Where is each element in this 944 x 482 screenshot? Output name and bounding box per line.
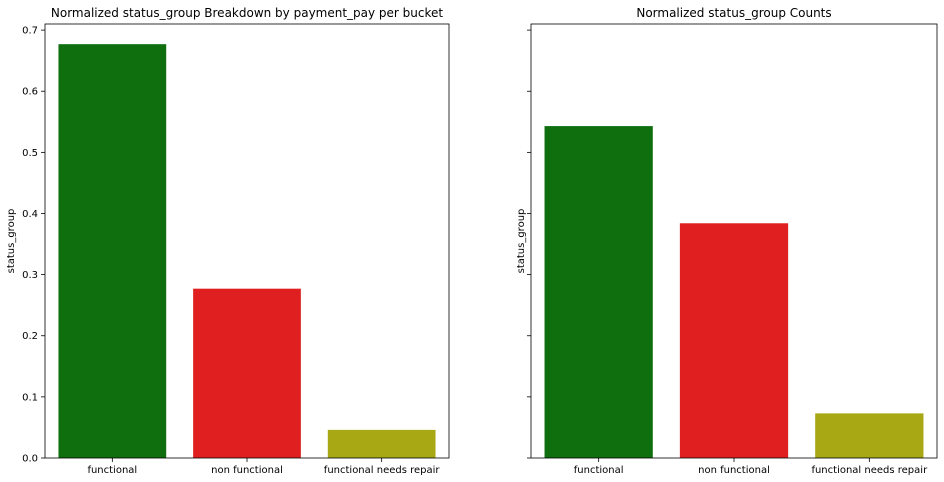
- right-chart-bars: [544, 126, 924, 458]
- left-chart-ytick-label-4: 0.4: [22, 209, 38, 220]
- right-chart-bar-2: [815, 413, 924, 458]
- left-chart-xtick-label-1: non functional: [211, 465, 283, 476]
- right-chart-xticks: functional non functional functional needs…: [574, 458, 928, 476]
- left-chart-ytick-label-2: 0.2: [22, 331, 38, 342]
- left-chart-xtick-label-2: functional needs repair: [324, 465, 441, 476]
- left-chart-bars: [58, 44, 436, 459]
- left-chart-ylabel: status_group: [6, 209, 17, 274]
- left-chart-ytick-label-5: 0.5: [22, 148, 38, 159]
- right-chart-xtick-label-1: non functional: [698, 465, 770, 476]
- left-chart-xtick-label-0: functional: [87, 465, 137, 476]
- right-chart-bar-1: [679, 223, 789, 458]
- left-chart-bar-1: [193, 288, 301, 458]
- left-chart-xticks: functional non functional functional needs…: [87, 458, 440, 476]
- left-chart-ytick-label-1: 0.1: [22, 392, 38, 403]
- left-chart-yticks: 0.0 0.1 0.2 0.3 0.4 0.5 0.6 0.7: [22, 26, 45, 465]
- left-chart-ytick-label-6: 0.6: [22, 87, 38, 98]
- left-chart-title: Normalized status_group Breakdown by pay…: [51, 6, 444, 20]
- left-chart-ytick-label-3: 0.3: [22, 270, 38, 281]
- right-chart: Normalized status_group Counts status_gr…: [516, 6, 938, 476]
- right-chart-xtick-label-2: functional needs repair: [811, 465, 928, 476]
- left-chart-bar-2: [327, 429, 436, 458]
- left-chart-ytick-label-7: 0.7: [22, 26, 38, 37]
- right-chart-title: Normalized status_group Counts: [636, 6, 831, 20]
- right-chart-xtick-label-0: functional: [574, 465, 624, 476]
- right-chart-yticks: [527, 29, 531, 459]
- left-chart-ytick-label-0: 0.0: [22, 454, 38, 465]
- right-chart-bar-0: [544, 126, 653, 458]
- left-chart: Normalized status_group Breakdown by pay…: [6, 6, 450, 476]
- right-chart-ylabel: status_group: [516, 209, 527, 274]
- left-chart-bar-0: [58, 44, 167, 459]
